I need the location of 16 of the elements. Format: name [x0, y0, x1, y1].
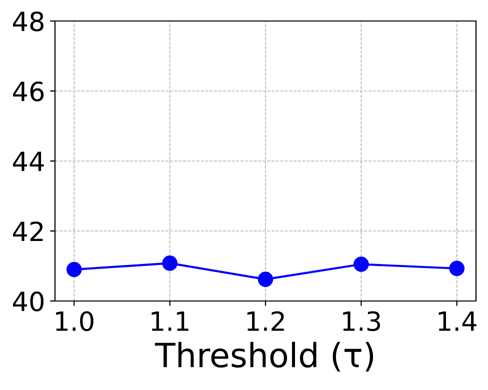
- point: [354, 256, 369, 272]
- point: [66, 262, 82, 278]
- x-tick-label: 1.2: [247, 311, 284, 331]
- point: [162, 256, 178, 271]
- y-tick-label: 48: [12, 11, 44, 32]
- y-tick-label: 44: [12, 152, 44, 172]
- y-tick-label: 46: [12, 81, 44, 102]
- y-tick-label: 40: [12, 291, 44, 312]
- x-tick-label: 1.0: [56, 311, 94, 332]
- x-tick-label: 1.4: [438, 312, 476, 331]
- y-tick-label: 42: [12, 221, 43, 242]
- point: [449, 260, 465, 276]
- x-tick-label: 1.1: [152, 312, 188, 331]
- x-axis-title: Threshold (τ): [154, 342, 374, 372]
- point: [258, 272, 274, 287]
- x-tick-label: 1.3: [343, 311, 380, 332]
